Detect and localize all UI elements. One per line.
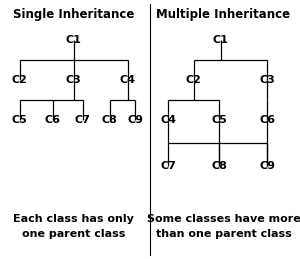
Text: C1: C1: [213, 35, 228, 45]
Text: C6: C6: [259, 116, 275, 125]
Text: Multiple Inheritance: Multiple Inheritance: [156, 8, 291, 21]
Text: C7: C7: [75, 116, 90, 125]
Text: C3: C3: [66, 75, 81, 85]
Text: C5: C5: [12, 116, 27, 125]
Text: C2: C2: [12, 75, 27, 85]
Text: C8: C8: [102, 116, 117, 125]
Text: C8: C8: [211, 161, 227, 171]
Text: C3: C3: [259, 75, 275, 85]
Text: C2: C2: [186, 75, 201, 85]
Text: C4: C4: [119, 75, 136, 85]
Text: than one parent class: than one parent class: [156, 229, 291, 239]
Text: C9: C9: [127, 116, 143, 125]
Text: one parent class: one parent class: [22, 229, 125, 239]
Text: C7: C7: [160, 161, 176, 171]
Text: Each class has only: Each class has only: [13, 214, 134, 224]
Text: C4: C4: [160, 116, 176, 125]
Text: C1: C1: [66, 35, 81, 45]
Text: C6: C6: [44, 116, 61, 125]
Text: C5: C5: [211, 116, 227, 125]
Text: Single Inheritance: Single Inheritance: [13, 8, 134, 21]
Text: Some classes have more: Some classes have more: [147, 214, 300, 224]
Text: C9: C9: [259, 161, 275, 171]
